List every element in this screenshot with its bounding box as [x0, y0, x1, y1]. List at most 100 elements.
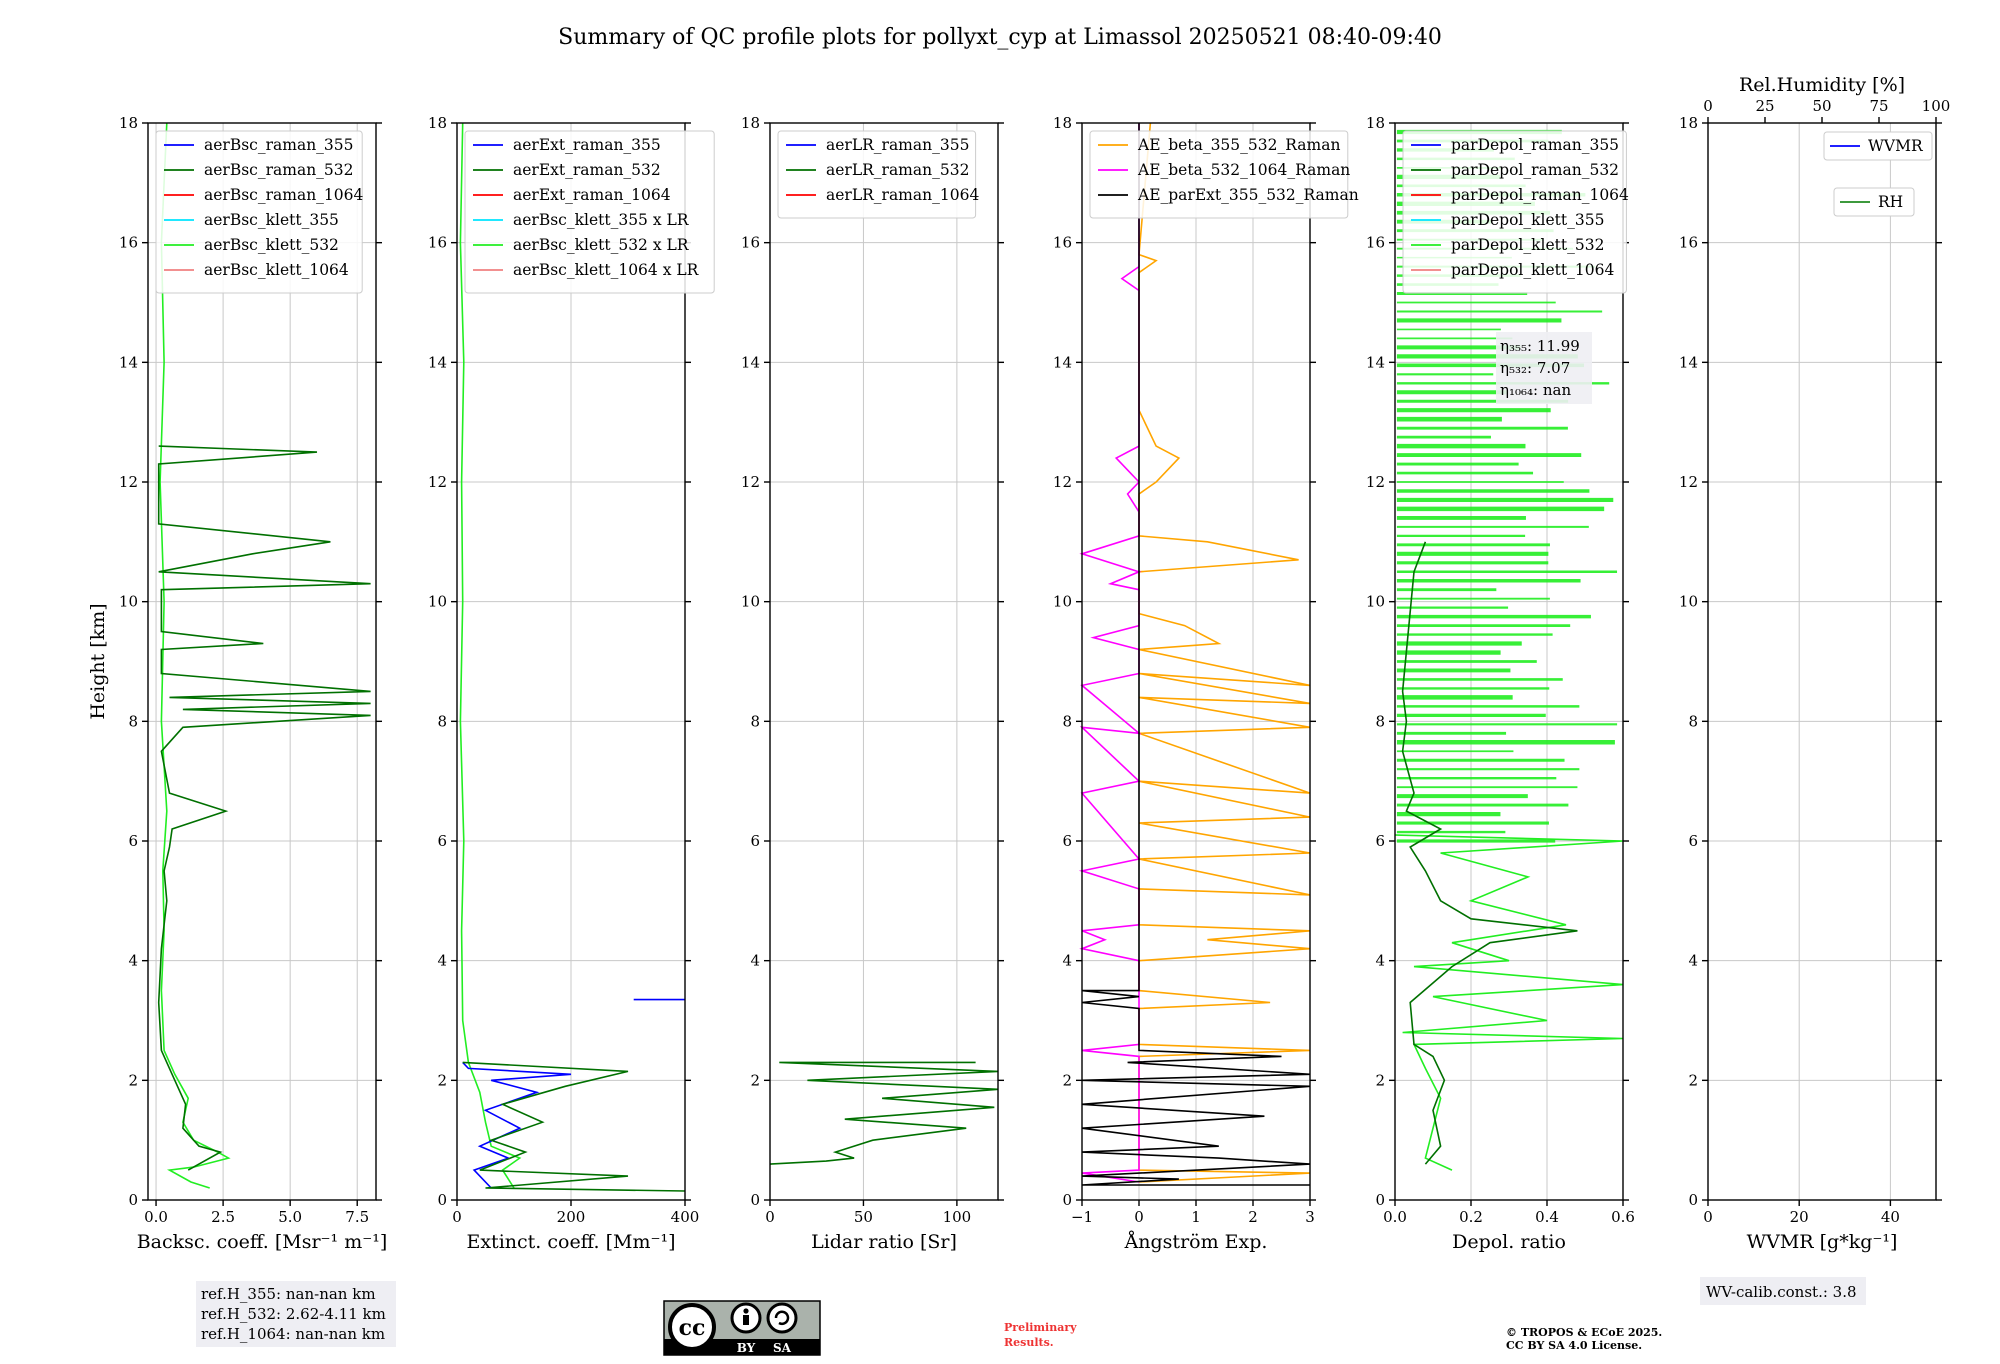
- panel-depol: 0 2 4 6 8 10 12 14 16 18 0.0 0.2 0.4 0.6 Depol. ratio p…: [1366, 114, 1635, 1253]
- axes-frame: [1394, 122, 1624, 1201]
- series-aerext-raman-355: [462, 1061, 572, 1189]
- eta-532-label: η₅₃₂: 7.07: [1500, 359, 1570, 377]
- series-ae-beta-355-532-raman: [1138, 122, 1311, 1183]
- legend-entry: parDepol_raman_1064: [1451, 186, 1629, 204]
- x-axis-label: WVMR [g*kg⁻¹]: [1747, 1231, 1898, 1253]
- legend-entry: parDepol_klett_1064: [1451, 261, 1614, 279]
- legend-entry: aerBsc_klett_355: [204, 211, 339, 229]
- y-tick-label: 4: [128, 952, 138, 970]
- top-tick-label: 0: [1703, 97, 1713, 115]
- ref-h-532: ref.H_532: 2.62-4.11 km: [201, 1305, 386, 1323]
- copyright-line-1: © TROPOS & ECoE 2025.: [1506, 1326, 1662, 1339]
- x-tick-label: 2: [1248, 1208, 1258, 1226]
- copyright-line-2: CC BY SA 4.0 License.: [1506, 1339, 1642, 1352]
- y-tick-label: 8: [750, 712, 760, 730]
- y-tick-label: 16: [1679, 234, 1698, 252]
- y-tick-label: 18: [741, 114, 760, 132]
- eta-1064-label: η₁₀₆₄: nan: [1500, 381, 1571, 399]
- top-axis-label: Rel.Humidity [%]: [1739, 74, 1905, 96]
- y-tick-label: 10: [1679, 593, 1698, 611]
- legend-entry: parDepol_raman_355: [1451, 136, 1619, 154]
- panel-wv: 0 2 4 6 8 10 12 14 16 18 0 20 40 WVMR [g*kg⁻¹] 0 25 50 75…: [1679, 74, 1950, 1253]
- x-tick-label: 2.5: [211, 1208, 235, 1226]
- y-tick-label: 6: [750, 832, 760, 850]
- legend-frame: [1089, 130, 1349, 219]
- y-tick-label: 14: [1053, 353, 1072, 371]
- y-tick-label: 0: [1375, 1191, 1385, 1209]
- y-tick-label: 4: [1375, 952, 1385, 970]
- x-tick-label: 0: [1134, 1208, 1144, 1226]
- y-tick-label: 6: [1688, 832, 1698, 850]
- x-axis-label: Ångström Exp.: [1124, 1231, 1268, 1253]
- wv-calib-label: WV-calib.const.: 3.8: [1706, 1283, 1857, 1301]
- legend-frame: [1402, 130, 1627, 294]
- x-tick-label: 0.2: [1459, 1208, 1483, 1226]
- y-tick-label: 18: [1679, 114, 1698, 132]
- y-tick-label: 18: [1366, 114, 1385, 132]
- x-tick-label: 5.0: [278, 1208, 302, 1226]
- y-tick-label: 8: [1375, 712, 1385, 730]
- legend-entry: aerBsc_klett_1064 x LR: [513, 261, 700, 279]
- ref-height-box: ref.H_355: nan-nan km ref.H_532: 2.62-4.…: [196, 1281, 396, 1347]
- y-tick-label: 2: [1688, 1071, 1698, 1089]
- series-aerbsc-klett-532: [159, 122, 231, 1189]
- y-tick-label: 14: [119, 353, 138, 371]
- y-tick-label: 10: [741, 593, 760, 611]
- x-tick-label: 40: [1881, 1208, 1900, 1226]
- legend-frame: [777, 130, 977, 219]
- y-tick-label: 16: [119, 234, 138, 252]
- y-tick-label: 18: [1053, 114, 1072, 132]
- y-tick-label: 8: [1688, 712, 1698, 730]
- legend-frame: [464, 130, 715, 294]
- y-tick-label: 10: [1366, 593, 1385, 611]
- panel-ext: 0 2 4 6 8 10 12 14 16 18 0 200 400 Extinct. coeff. [M…: [428, 114, 715, 1253]
- legend-entry: AE_parExt_355_532_Raman: [1137, 186, 1359, 204]
- x-tick-label: 100: [943, 1208, 972, 1226]
- cc-icon: cc: [679, 1315, 706, 1341]
- eta-box: η₃₅₅: 11.99 η₅₃₂: 7.07 η₁₀₆₄: nan: [1496, 332, 1592, 404]
- y-tick-label: 2: [128, 1071, 138, 1089]
- x-tick-label: −1: [1071, 1208, 1093, 1226]
- x-tick-label: 20: [1790, 1208, 1809, 1226]
- y-tick-label: 4: [1688, 952, 1698, 970]
- series-aerlr-raman-532: [769, 1061, 999, 1165]
- y-tick-label: 0: [128, 1191, 138, 1209]
- y-tick-label: 0: [437, 1191, 447, 1209]
- series-ae-beta-532-1064-raman: [1078, 123, 1142, 1183]
- axes-frame: [1707, 122, 1937, 1201]
- figure-title: Summary of QC profile plots for pollyxt_…: [558, 25, 1442, 50]
- y-tick-label: 18: [428, 114, 447, 132]
- y-tick-label: 16: [428, 234, 447, 252]
- legend-entry: aerBsc_klett_355 x LR: [513, 211, 690, 229]
- x-tick-label: 400: [671, 1208, 700, 1226]
- legend-entry: aerLR_raman_355: [826, 136, 969, 154]
- x-tick-label: 0.0: [144, 1208, 168, 1226]
- y-tick-label: 2: [1062, 1071, 1072, 1089]
- y-tick-label: 0: [750, 1191, 760, 1209]
- y-tick-label: 8: [437, 712, 447, 730]
- y-tick-label: 16: [741, 234, 760, 252]
- y-tick-label: 4: [750, 952, 760, 970]
- legend-entry: parDepol_klett_355: [1451, 211, 1604, 229]
- series-aerbsc-klett-532-x-lr: [459, 122, 522, 1189]
- x-axis-label: Extinct. coeff. [Mm⁻¹]: [466, 1231, 675, 1253]
- legend: AE_beta_355_532_Raman AE_beta_532_1064_Ra…: [1089, 130, 1359, 219]
- legend-entry: aerBsc_raman_1064: [204, 186, 364, 204]
- top-tick-label: 100: [1922, 97, 1951, 115]
- y-tick-label: 2: [437, 1071, 447, 1089]
- y-tick-label: 4: [437, 952, 447, 970]
- ref-h-1064: ref.H_1064: nan-nan km: [201, 1325, 385, 1343]
- y-tick-label: 8: [1062, 712, 1072, 730]
- x-tick-label: 3: [1305, 1208, 1315, 1226]
- legend-entry: aerBsc_raman_532: [204, 161, 354, 179]
- legend-entry: aerExt_raman_532: [513, 161, 661, 179]
- panel-lr: 0 2 4 6 8 10 12 14 16 18 0 50 100 Lidar ratio [Sr] aer…: [741, 114, 1004, 1253]
- series-aerbsc-raman-532: [157, 445, 371, 1171]
- preliminary-label-2: Results.: [1004, 1336, 1054, 1349]
- legend-entry: parDepol_klett_532: [1451, 236, 1604, 254]
- series-pardepol-klett-532: [1394, 834, 1624, 1171]
- top-tick-label: 25: [1755, 97, 1774, 115]
